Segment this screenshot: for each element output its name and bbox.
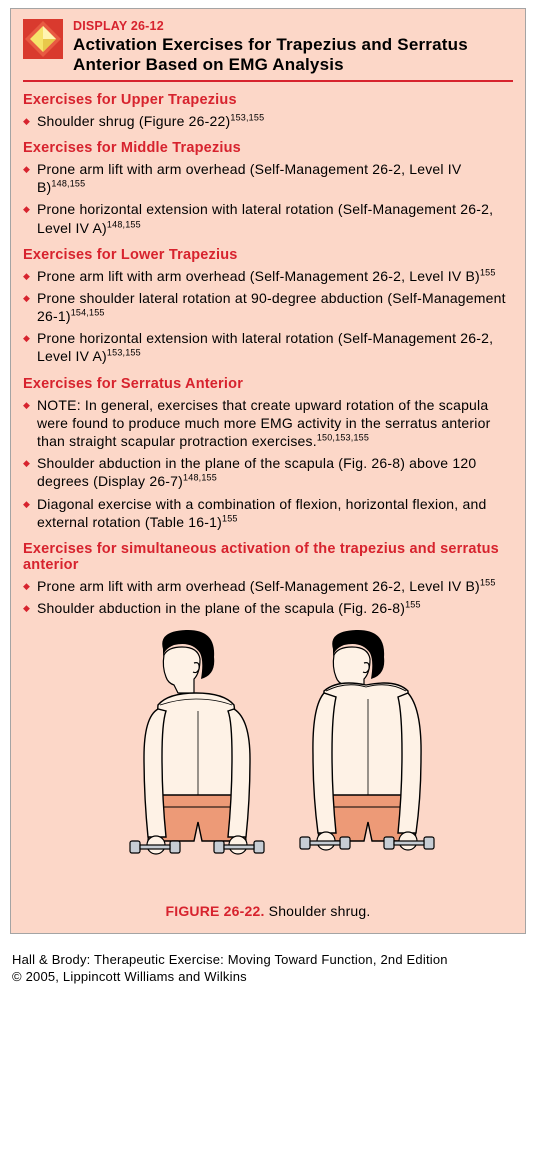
display-diamond-icon — [23, 19, 63, 59]
section-heading: Exercises for Upper Trapezius — [23, 92, 513, 108]
exercise-list: Shoulder shrug (Figure 26-22)153,155 — [23, 112, 513, 130]
exercise-list: NOTE: In general, exercises that create … — [23, 396, 513, 531]
figure-area: FIGURE 26-22. Shoulder shrug. — [23, 627, 513, 919]
exercise-text: Shoulder shrug (Figure 26-22) — [37, 113, 230, 129]
exercise-item: Prone arm lift with arm overhead (Self-M… — [23, 577, 513, 595]
exercise-refs: 148,155 — [183, 473, 217, 483]
exercise-text: Prone horizontal extension with lateral … — [37, 201, 493, 235]
header-rule — [23, 80, 513, 82]
exercise-item: NOTE: In general, exercises that create … — [23, 396, 513, 451]
exercise-refs: 153,155 — [230, 112, 264, 122]
exercise-list: Prone arm lift with arm overhead (Self-M… — [23, 577, 513, 617]
exercise-refs: 148,155 — [107, 219, 141, 229]
exercise-list: Prone arm lift with arm overhead (Self-M… — [23, 267, 513, 366]
exercise-item: Prone arm lift with arm overhead (Self-M… — [23, 160, 513, 196]
exercise-item: Prone horizontal extension with lateral … — [23, 329, 513, 365]
exercise-refs: 154,155 — [71, 307, 105, 317]
exercise-text: Prone horizontal extension with lateral … — [37, 330, 493, 364]
figure-label: FIGURE 26-22. — [165, 903, 264, 919]
exercise-text: Prone arm lift with arm overhead (Self-M… — [37, 161, 461, 195]
exercise-refs: 150,153,155 — [317, 432, 369, 442]
exercise-item: Prone horizontal extension with lateral … — [23, 200, 513, 236]
credit-block: Hall & Brody: Therapeutic Exercise: Movi… — [12, 952, 536, 986]
exercise-refs: 155 — [480, 577, 496, 587]
exercise-text: Prone arm lift with arm overhead (Self-M… — [37, 578, 480, 594]
section-heading: Exercises for simultaneous activation of… — [23, 541, 513, 573]
exercise-item: Diagonal exercise with a combination of … — [23, 495, 513, 531]
figure-caption: FIGURE 26-22. Shoulder shrug. — [23, 903, 513, 919]
exercise-text: NOTE: In general, exercises that create … — [37, 397, 490, 449]
exercise-text: Shoulder abduction in the plane of the s… — [37, 600, 405, 616]
exercise-refs: 155 — [480, 267, 496, 277]
display-label: DISPLAY 26-12 — [73, 19, 513, 33]
exercise-text: Diagonal exercise with a combination of … — [37, 496, 486, 530]
exercise-text: Prone shoulder lateral rotation at 90-de… — [37, 290, 506, 324]
exercise-refs: 155 — [222, 513, 238, 523]
section-heading: Exercises for Lower Trapezius — [23, 247, 513, 263]
exercise-list: Prone arm lift with arm overhead (Self-M… — [23, 160, 513, 237]
exercise-item: Shoulder abduction in the plane of the s… — [23, 454, 513, 490]
exercise-refs: 153,155 — [107, 348, 141, 358]
credit-line-2: © 2005, Lippincott Williams and Wilkins — [12, 969, 536, 986]
exercise-text: Shoulder abduction in the plane of the s… — [37, 455, 476, 489]
section-heading: Exercises for Serratus Anterior — [23, 376, 513, 392]
exercise-refs: 148,155 — [51, 179, 85, 189]
exercise-refs: 155 — [405, 600, 421, 610]
display-title: Activation Exercises for Trapezius and S… — [73, 35, 513, 76]
sections-container: Exercises for Upper Trapezius Shoulder sh… — [23, 92, 513, 618]
figure-illustration — [78, 627, 458, 892]
exercise-item: Prone arm lift with arm overhead (Self-M… — [23, 267, 513, 285]
header-text: DISPLAY 26-12 Activation Exercises for T… — [73, 19, 513, 76]
exercise-item: Shoulder shrug (Figure 26-22)153,155 — [23, 112, 513, 130]
display-box: DISPLAY 26-12 Activation Exercises for T… — [10, 8, 526, 934]
section-heading: Exercises for Middle Trapezius — [23, 140, 513, 156]
header-row: DISPLAY 26-12 Activation Exercises for T… — [23, 19, 513, 76]
exercise-text: Prone arm lift with arm overhead (Self-M… — [37, 268, 480, 284]
credit-line-1: Hall & Brody: Therapeutic Exercise: Movi… — [12, 952, 536, 969]
figure-caption-text: Shoulder shrug. — [269, 903, 371, 919]
exercise-item: Prone shoulder lateral rotation at 90-de… — [23, 289, 513, 325]
exercise-item: Shoulder abduction in the plane of the s… — [23, 599, 513, 617]
